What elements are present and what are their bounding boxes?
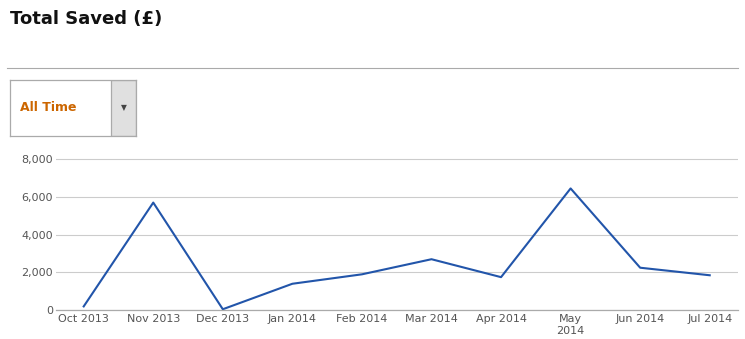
- Bar: [111, 80, 136, 136]
- Text: ▼: ▼: [121, 103, 127, 112]
- Text: Total Saved (£): Total Saved (£): [10, 10, 162, 28]
- Text: All Time: All Time: [20, 101, 76, 114]
